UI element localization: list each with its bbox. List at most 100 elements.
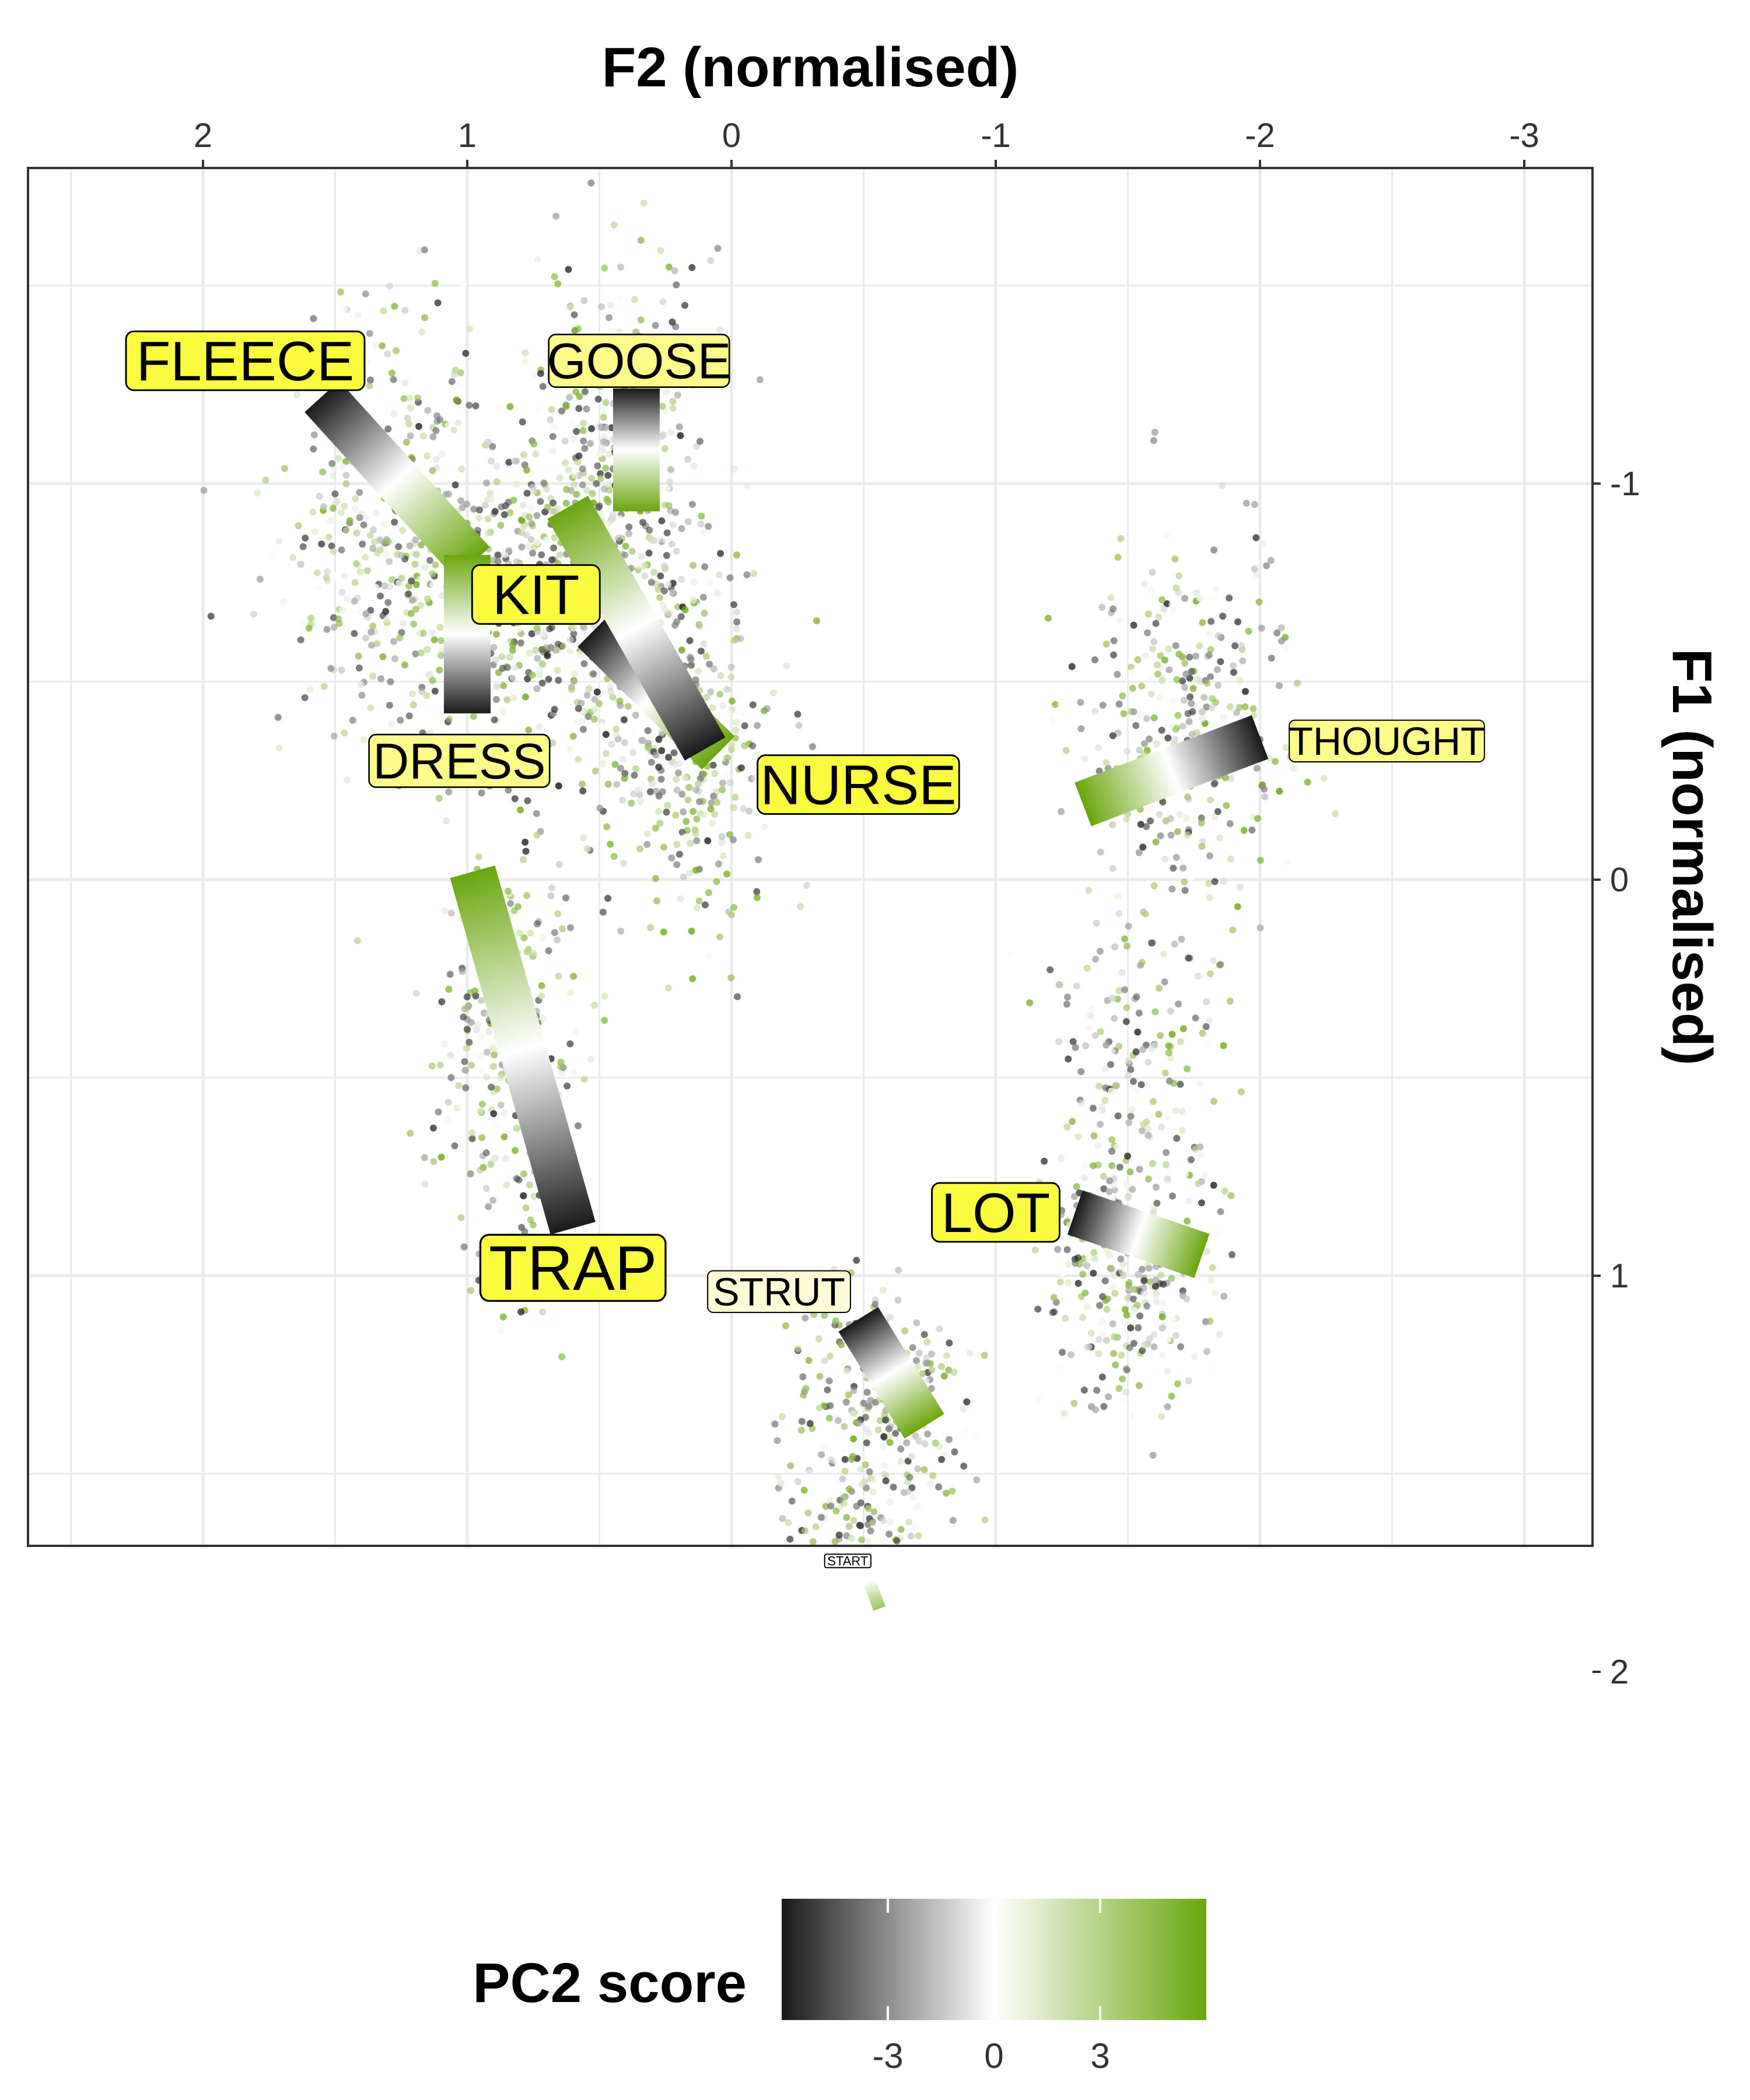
data-point — [909, 1344, 916, 1352]
data-point — [1227, 703, 1234, 710]
data-point — [1172, 1332, 1180, 1339]
data-point — [554, 667, 561, 674]
data-point — [834, 1417, 842, 1424]
data-point — [1100, 1172, 1107, 1180]
data-point — [510, 694, 517, 702]
data-point — [421, 564, 429, 571]
data-point — [1155, 984, 1163, 992]
data-point — [695, 667, 702, 675]
data-point — [1102, 1041, 1110, 1049]
data-point — [1063, 1246, 1071, 1254]
data-point — [466, 1038, 473, 1046]
data-point — [703, 694, 710, 701]
data-point — [827, 1352, 834, 1360]
data-point — [1188, 884, 1195, 891]
data-point — [847, 1353, 855, 1361]
data-point — [1088, 1005, 1096, 1013]
data-point — [1205, 651, 1213, 659]
data-point — [510, 496, 517, 504]
data-point — [1116, 617, 1124, 624]
data-point — [1090, 1104, 1097, 1112]
data-point — [730, 804, 737, 811]
data-point — [368, 628, 375, 636]
data-point — [673, 776, 680, 783]
data-point — [668, 854, 676, 862]
data-point — [1237, 1088, 1245, 1096]
data-point — [652, 751, 660, 759]
data-point — [1158, 1124, 1166, 1131]
data-point — [518, 528, 525, 536]
data-point — [538, 680, 546, 687]
data-point — [1214, 632, 1222, 639]
data-point — [468, 1019, 475, 1026]
data-point — [1070, 1399, 1078, 1407]
data-point — [812, 1523, 820, 1531]
data-point — [906, 1474, 914, 1481]
data-point — [663, 552, 670, 559]
data-point — [1253, 765, 1261, 772]
data-point — [1158, 1324, 1166, 1332]
data-point — [591, 1002, 598, 1009]
data-point — [1150, 437, 1157, 444]
data-point — [549, 433, 556, 440]
data-point — [612, 725, 620, 733]
data-point — [570, 624, 578, 632]
data-point — [676, 423, 683, 430]
data-point — [401, 307, 409, 314]
data-point — [387, 720, 395, 727]
data-point — [387, 530, 394, 538]
data-point — [678, 525, 685, 533]
data-point — [794, 710, 802, 718]
data-point — [1171, 940, 1178, 948]
data-point — [527, 929, 534, 937]
data-point — [309, 508, 317, 516]
y-tick-label: 2 — [1610, 1653, 1629, 1691]
data-point — [396, 634, 404, 642]
data-point — [513, 1125, 520, 1132]
data-point — [1215, 1228, 1223, 1236]
data-point — [463, 1026, 471, 1033]
data-point — [1198, 814, 1205, 822]
data-point — [685, 784, 693, 791]
data-point — [870, 1476, 877, 1484]
legend-tick-label: 0 — [984, 2036, 1003, 2076]
data-point — [566, 394, 573, 401]
data-point — [592, 928, 600, 935]
data-point — [270, 552, 277, 559]
data-point — [1184, 1217, 1191, 1225]
data-point — [451, 1142, 459, 1150]
data-point — [562, 631, 569, 639]
data-point — [342, 480, 350, 488]
data-point — [1050, 1294, 1058, 1301]
data-point — [879, 1286, 887, 1294]
data-point — [656, 820, 664, 827]
data-point — [1081, 1163, 1088, 1171]
data-point — [905, 1518, 913, 1526]
data-point — [635, 562, 642, 569]
data-point — [419, 629, 427, 637]
data-point — [658, 517, 666, 524]
data-point — [438, 637, 445, 645]
data-point — [710, 793, 718, 800]
data-point — [1062, 747, 1070, 754]
data-point — [406, 653, 414, 661]
data-point — [827, 1502, 835, 1510]
data-point — [1273, 629, 1281, 637]
data-point — [297, 636, 304, 643]
data-point — [472, 402, 480, 410]
data-point — [1151, 429, 1158, 436]
data-point — [510, 907, 518, 914]
data-point — [831, 1538, 839, 1545]
data-point — [330, 624, 338, 631]
x-tick-label: 0 — [722, 117, 741, 155]
data-point — [604, 895, 612, 902]
data-point — [1176, 811, 1184, 818]
data-point — [372, 509, 380, 517]
data-point — [636, 798, 644, 805]
data-point — [410, 701, 417, 709]
data-point — [524, 797, 531, 804]
data-point — [452, 366, 459, 374]
data-point — [695, 621, 703, 628]
data-point — [602, 464, 610, 472]
data-point — [280, 598, 287, 606]
